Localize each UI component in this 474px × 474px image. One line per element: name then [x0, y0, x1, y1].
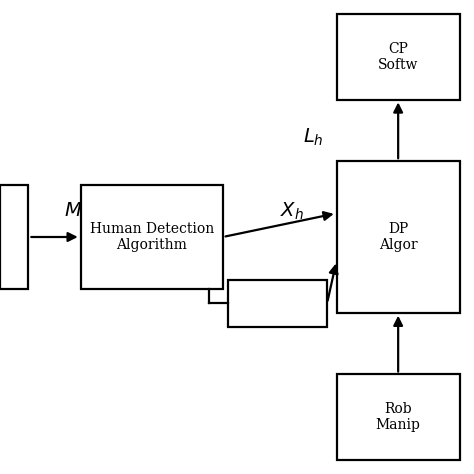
- Text: $L_h$: $L_h$: [302, 127, 323, 148]
- Text: Human Detection
Algorithm: Human Detection Algorithm: [90, 222, 214, 252]
- Text: $X_h$: $X_h$: [280, 201, 303, 221]
- Bar: [228, 280, 327, 327]
- Text: DP
Algor: DP Algor: [379, 222, 418, 252]
- Text: CP
Softw: CP Softw: [378, 42, 419, 72]
- Bar: [0, 185, 28, 289]
- Bar: [337, 374, 460, 460]
- Text: $M$: $M$: [64, 202, 82, 220]
- Text: Rob
Manip: Rob Manip: [376, 402, 420, 432]
- Bar: [81, 185, 223, 289]
- Bar: [337, 161, 460, 313]
- Bar: [337, 14, 460, 100]
